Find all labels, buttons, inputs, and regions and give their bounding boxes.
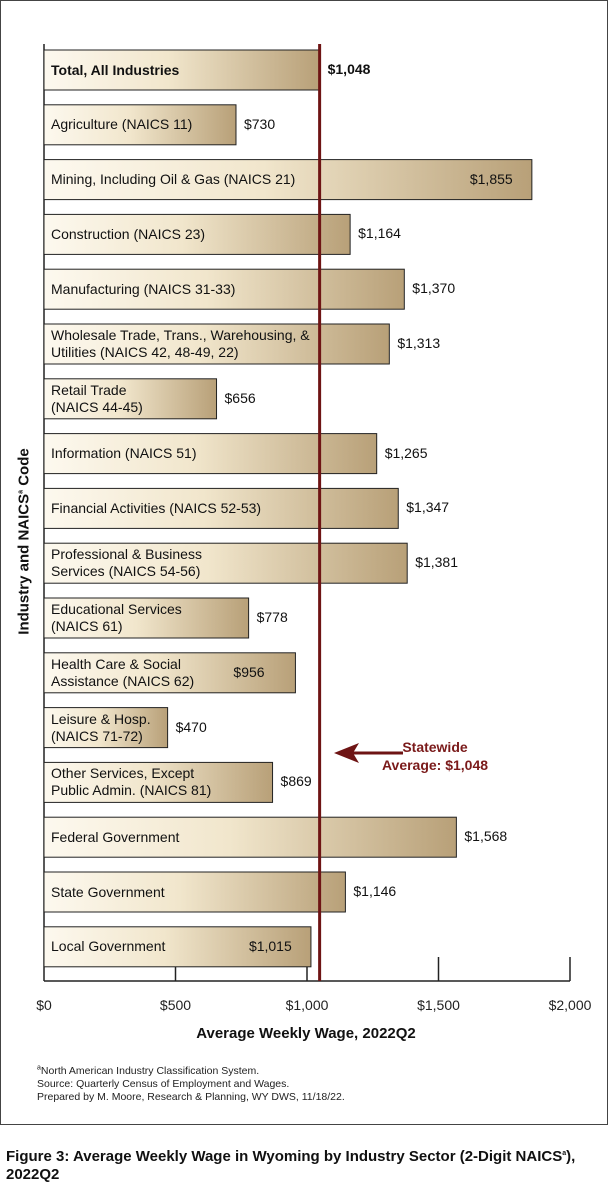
- bar: [43, 542, 408, 584]
- bar-category-label: Information (NAICS 51): [51, 445, 197, 462]
- statewide-average-line1: Statewide: [402, 739, 468, 755]
- bar-category-label: Leisure & Hosp. (NAICS 71-72): [51, 710, 151, 744]
- bar-value-label: $1,370: [412, 280, 456, 297]
- bar-value-label: $778: [256, 609, 288, 625]
- y-axis-label-tail: Code: [15, 448, 33, 490]
- bar-value-label: $1,265: [384, 444, 428, 461]
- bar: [43, 378, 218, 420]
- bar-value-label: $1,146: [353, 883, 397, 899]
- bar-value-label: $1,568: [464, 828, 508, 845]
- bar-category-label: Professional & Business Services (NAICS 5…: [51, 546, 202, 580]
- annotation-arrow-head: [334, 743, 359, 763]
- x-axis-label: Average Weekly Wage, 2022Q2: [196, 1025, 416, 1042]
- bar-value-label: $1,381: [415, 554, 459, 571]
- bar-category-label: Wholesale Trade, Trans., Warehousing, & U…: [51, 327, 310, 360]
- statewide-average-annotation: Statewide Average: $1,048: [375, 738, 495, 774]
- bar-category-label: Federal Government: [51, 828, 180, 845]
- chart-panel: Industry and NAICSa Code $0 $500 $1,000 $1,…: [0, 0, 608, 1125]
- bar-category-label: Mining, Including Oil & Gas (NAICS 21): [51, 171, 296, 188]
- bar-value-label: $869: [280, 773, 312, 790]
- caption-part2: ), 2022Q2: [6, 1148, 576, 1183]
- bar-category-label: State Government: [51, 883, 165, 900]
- bar-value-label: $470: [175, 718, 207, 735]
- bar: [43, 871, 346, 913]
- x-tick-label: $1,500: [417, 997, 460, 1013]
- bar-chart: [43, 44, 571, 982]
- bar: [43, 213, 351, 255]
- bar: [43, 49, 321, 91]
- bar: [43, 433, 378, 475]
- x-tick-label: $0: [36, 997, 52, 1013]
- bar: [43, 159, 533, 201]
- bar-category-label: Educational Services (NAICS 61): [51, 601, 182, 634]
- figure-caption: Figure 3: Average Weekly Wage in Wyoming…: [6, 1148, 606, 1184]
- bar-category-label: Construction (NAICS 23): [51, 225, 206, 242]
- statewide-average-line2: Average: $1,048: [381, 757, 489, 773]
- bar-value-label: $730: [243, 115, 276, 132]
- bar-category-label: Retail Trade (NAICS 44-45): [51, 381, 143, 415]
- bar-category-label: Health Care & Social Assistance (NAICS 62…: [51, 655, 195, 689]
- bar-category-label: Other Services, Except Public Admin. (NAI…: [51, 765, 212, 799]
- y-axis-label-sup: a: [17, 489, 25, 494]
- note-footnote-sup: a: [37, 1064, 41, 1072]
- y-axis-label: Industry and NAICSa Code: [16, 442, 33, 642]
- note-footnote-text: North American Industry Classification S…: [40, 1065, 260, 1077]
- bar-value-label: $1,164: [358, 225, 401, 242]
- bar-category-label: Agriculture (NAICS 11): [51, 116, 193, 133]
- bar: [43, 816, 457, 858]
- bar-value-label: $656: [224, 389, 256, 406]
- x-tick-label: $500: [159, 997, 192, 1013]
- chart-notes: aNorth American Industry Classification …: [37, 1065, 345, 1104]
- x-tick-label: $2,000: [548, 997, 592, 1013]
- bar: [43, 761, 274, 803]
- x-tick-label: $1,000: [285, 997, 329, 1013]
- bar-value-label: $1,015: [248, 937, 292, 954]
- bar: [43, 104, 237, 146]
- bar-value-label: $956: [233, 663, 265, 680]
- note-source: Source: Quarterly Census of Employment a…: [37, 1078, 290, 1090]
- bar-category-label: Local Government: [51, 938, 166, 955]
- bar: [43, 926, 312, 968]
- bar-category-label: Financial Activities (NAICS 52-53): [51, 499, 262, 516]
- bar-value-label: $1,347: [406, 499, 450, 516]
- caption-part1: Figure 3: Average Weekly Wage in Wyoming…: [6, 1148, 563, 1165]
- bar-value-label: $1,048: [327, 61, 371, 77]
- bar: [43, 268, 405, 310]
- note-prepared-by: Prepared by M. Moore, Research & Plannin…: [37, 1091, 345, 1103]
- bar-category-label: Total, All Industries: [51, 61, 180, 78]
- note-footnote: aNorth American Industry Classification …: [37, 1065, 345, 1078]
- bar: [43, 707, 169, 749]
- bar: [43, 323, 390, 365]
- bar: [43, 487, 399, 529]
- bar: [43, 597, 250, 639]
- y-axis-label-main: Industry and NAICS: [15, 493, 33, 635]
- bar-category-label: Manufacturing (NAICS 31-33): [51, 280, 236, 297]
- caption-sup: a: [562, 1150, 567, 1157]
- bar: [43, 652, 296, 694]
- bar-value-label: $1,855: [469, 170, 513, 187]
- bar-value-label: $1,313: [397, 335, 441, 351]
